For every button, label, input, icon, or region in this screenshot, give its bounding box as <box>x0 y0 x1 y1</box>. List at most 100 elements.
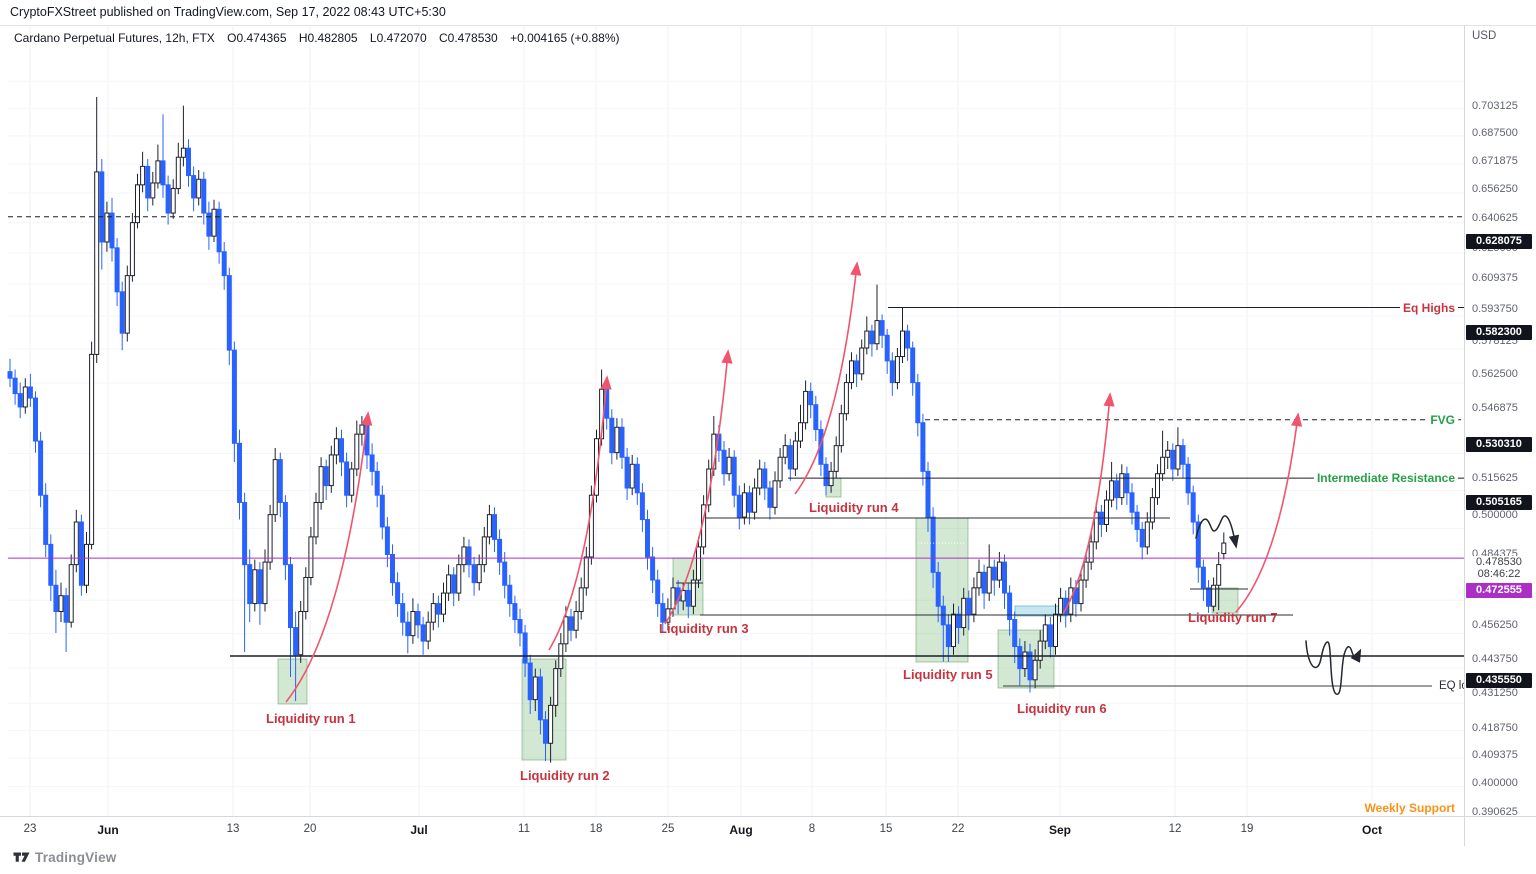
candle-body <box>109 212 115 249</box>
candle-body <box>247 564 253 605</box>
candle-body <box>1002 561 1007 594</box>
annotation-liquidity-run-1: Liquidity run 1 <box>266 711 356 726</box>
candle-body <box>660 603 666 623</box>
candle-body <box>1134 511 1140 530</box>
candle-body <box>43 494 49 545</box>
candle-body <box>252 569 258 605</box>
candle-body <box>226 275 232 351</box>
liquidity-run-1-zone <box>277 658 308 705</box>
legend-close: C0.478530 <box>439 31 498 45</box>
eq-highs-price-tag: 0.582300 <box>1466 324 1532 340</box>
candle-body <box>456 564 462 594</box>
purple-price-line-price-tag: 0.472555 <box>1466 583 1532 598</box>
price-tick: 0.431250 <box>1472 686 1518 699</box>
candle-body <box>609 417 615 454</box>
candle-body <box>843 382 849 415</box>
candle-body <box>1206 587 1211 607</box>
candle-body <box>787 445 793 470</box>
candle-body <box>573 611 579 631</box>
candle-body <box>1124 473 1130 494</box>
candle-body <box>1221 542 1227 555</box>
candle-body <box>7 371 13 379</box>
candle-body <box>767 487 773 508</box>
candle-body <box>1042 624 1048 642</box>
candle-body <box>869 330 875 345</box>
published-title: CryptoFXStreet published on TradingView.… <box>10 5 446 19</box>
candle-body <box>114 247 120 293</box>
symbol-name: Cardano Perpetual Futures, 12h, FTX <box>14 31 215 45</box>
legend-low: L0.472070 <box>369 31 427 45</box>
candle-body <box>1012 619 1018 648</box>
candle-body <box>966 597 972 615</box>
annotation-liquidity-run-5: Liquidity run 5 <box>903 667 993 682</box>
trend-arrow <box>1062 392 1115 615</box>
candle-body <box>532 676 538 701</box>
trend-arrow <box>285 411 373 703</box>
candle-body <box>282 501 288 566</box>
time-tick-jun: Jun <box>97 823 119 837</box>
candle-body <box>135 184 140 224</box>
candle-body <box>1047 624 1053 648</box>
candle-body <box>1109 480 1115 501</box>
candle-body <box>492 514 497 540</box>
candle-body <box>757 468 763 489</box>
candle-body <box>527 662 533 701</box>
price-tick: 0.443750 <box>1472 652 1518 665</box>
candle-body <box>497 538 503 563</box>
candle-body <box>1119 473 1125 499</box>
price-tick: 0.515625 <box>1472 472 1518 485</box>
candle-body <box>333 438 339 456</box>
candle-body <box>940 605 946 626</box>
candle-body <box>634 463 640 494</box>
candle-body <box>884 334 890 362</box>
candle-body <box>384 526 390 555</box>
candle-body <box>838 413 844 447</box>
time-tick-12: 12 <box>1168 823 1182 835</box>
candle-body <box>293 627 299 656</box>
candle-body <box>451 574 457 594</box>
candle-body <box>537 676 543 721</box>
candle-body <box>1017 646 1023 670</box>
candle-body <box>277 459 283 503</box>
price-tick: 0.671875 <box>1472 154 1518 167</box>
candle-body <box>808 390 814 406</box>
axis-separator <box>1464 25 1465 846</box>
candle-body <box>1139 528 1145 548</box>
candle-body <box>1195 521 1201 568</box>
candle-body <box>231 349 237 444</box>
candle-body <box>257 569 263 605</box>
price-tick: 0.703125 <box>1472 100 1518 113</box>
annotation-liquidity-run-3: Liquidity run 3 <box>659 621 749 636</box>
candles <box>7 96 1227 763</box>
candle-body <box>971 587 977 615</box>
candle-body <box>196 178 202 199</box>
candle-body <box>53 584 59 613</box>
candle-body <box>1160 456 1166 475</box>
candle-body <box>471 564 477 584</box>
candle-body <box>747 492 752 513</box>
price-tick: 0.546875 <box>1472 401 1518 414</box>
candle-body <box>129 222 135 277</box>
liquidity-run-5-zone <box>915 517 969 663</box>
candle-body <box>1068 587 1074 615</box>
time-tick-25: 25 <box>661 823 675 835</box>
candle-body <box>721 449 727 475</box>
candle-body <box>1078 579 1084 605</box>
candle-body <box>420 624 426 642</box>
candle-body <box>935 571 941 607</box>
candle-body <box>1144 521 1150 548</box>
candle-body <box>624 456 630 489</box>
candle-body <box>379 494 385 528</box>
time-axis: 23 Jun 13 20 Jul 11 18 25 Aug 8 15 22 Sep 12 19 Oct <box>0 816 1536 847</box>
price-tick: 0.687500 <box>1472 127 1518 140</box>
candle-body <box>1007 592 1013 621</box>
candle-body <box>502 561 508 586</box>
candle-body <box>798 422 803 442</box>
candle-body <box>879 320 885 336</box>
candle-body <box>792 440 798 470</box>
candle-body <box>588 494 594 558</box>
drawings <box>285 261 1362 703</box>
price-tick: 0.400000 <box>1472 777 1518 790</box>
candle-body <box>1093 511 1099 543</box>
candle-body <box>298 611 304 656</box>
